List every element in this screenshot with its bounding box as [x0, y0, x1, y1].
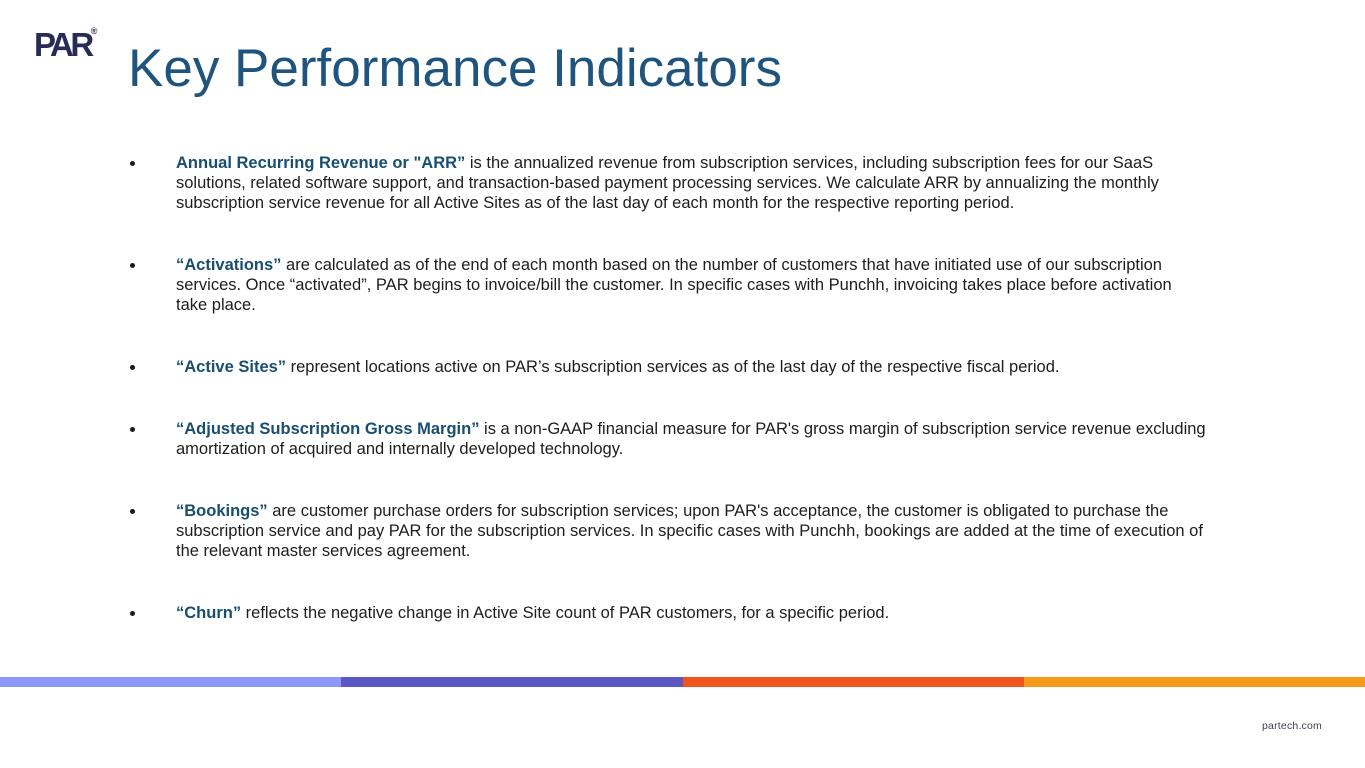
bullet-marker: [130, 365, 135, 370]
kpi-definition-item: “Adjusted Subscription Gross Margin” is …: [130, 419, 1206, 459]
accent-bar-segment-4: [1023, 677, 1365, 687]
kpi-term: “Activations”: [176, 256, 282, 274]
kpi-definition-item: Annual Recurring Revenue or "ARR” is the…: [130, 153, 1206, 213]
footer-website-text: partech.com: [1262, 720, 1322, 732]
kpi-description: are calculated as of the end of each mon…: [176, 256, 1172, 314]
kpi-description: are customer purchase orders for subscri…: [176, 502, 1203, 560]
par-logo-text: PAR: [34, 26, 94, 63]
par-logo: PAR®: [34, 26, 98, 63]
kpi-description: represent locations active on PAR’s subs…: [286, 358, 1060, 376]
kpi-definitions-list: Annual Recurring Revenue or "ARR” is the…: [130, 153, 1206, 665]
kpi-term: Annual Recurring Revenue or "ARR”: [176, 154, 466, 172]
kpi-term: “Active Sites”: [176, 358, 287, 376]
kpi-term: “Bookings”: [176, 502, 268, 520]
kpi-definition-item: “Bookings” are customer purchase orders …: [130, 501, 1206, 561]
bullet-marker: [130, 509, 135, 514]
kpi-term: “Churn”: [176, 604, 242, 622]
bullet-marker: [130, 611, 135, 616]
accent-bar-segment-3: [682, 677, 1024, 687]
kpi-definition-item: “Activations” are calculated as of the e…: [130, 255, 1206, 315]
slide-title: Key Performance Indicators: [128, 39, 782, 98]
kpi-description: is a non-GAAP financial measure for PAR'…: [176, 420, 1206, 458]
kpi-definition-item: “Churn” reflects the negative change in …: [130, 603, 1206, 623]
accent-bar: [0, 677, 1365, 687]
kpi-term: “Adjusted Subscription Gross Margin”: [176, 420, 480, 438]
bullet-marker: [130, 427, 135, 432]
bullet-marker: [130, 263, 135, 268]
registered-mark: ®: [90, 26, 98, 36]
kpi-description: reflects the negative change in Active S…: [241, 604, 890, 622]
accent-bar-segment-1: [0, 677, 342, 687]
bullet-marker: [130, 161, 135, 166]
accent-bar-segment-2: [341, 677, 683, 687]
kpi-description: is the annualized revenue from subscript…: [176, 154, 1159, 212]
kpi-definition-item: “Active Sites” represent locations activ…: [130, 357, 1206, 377]
